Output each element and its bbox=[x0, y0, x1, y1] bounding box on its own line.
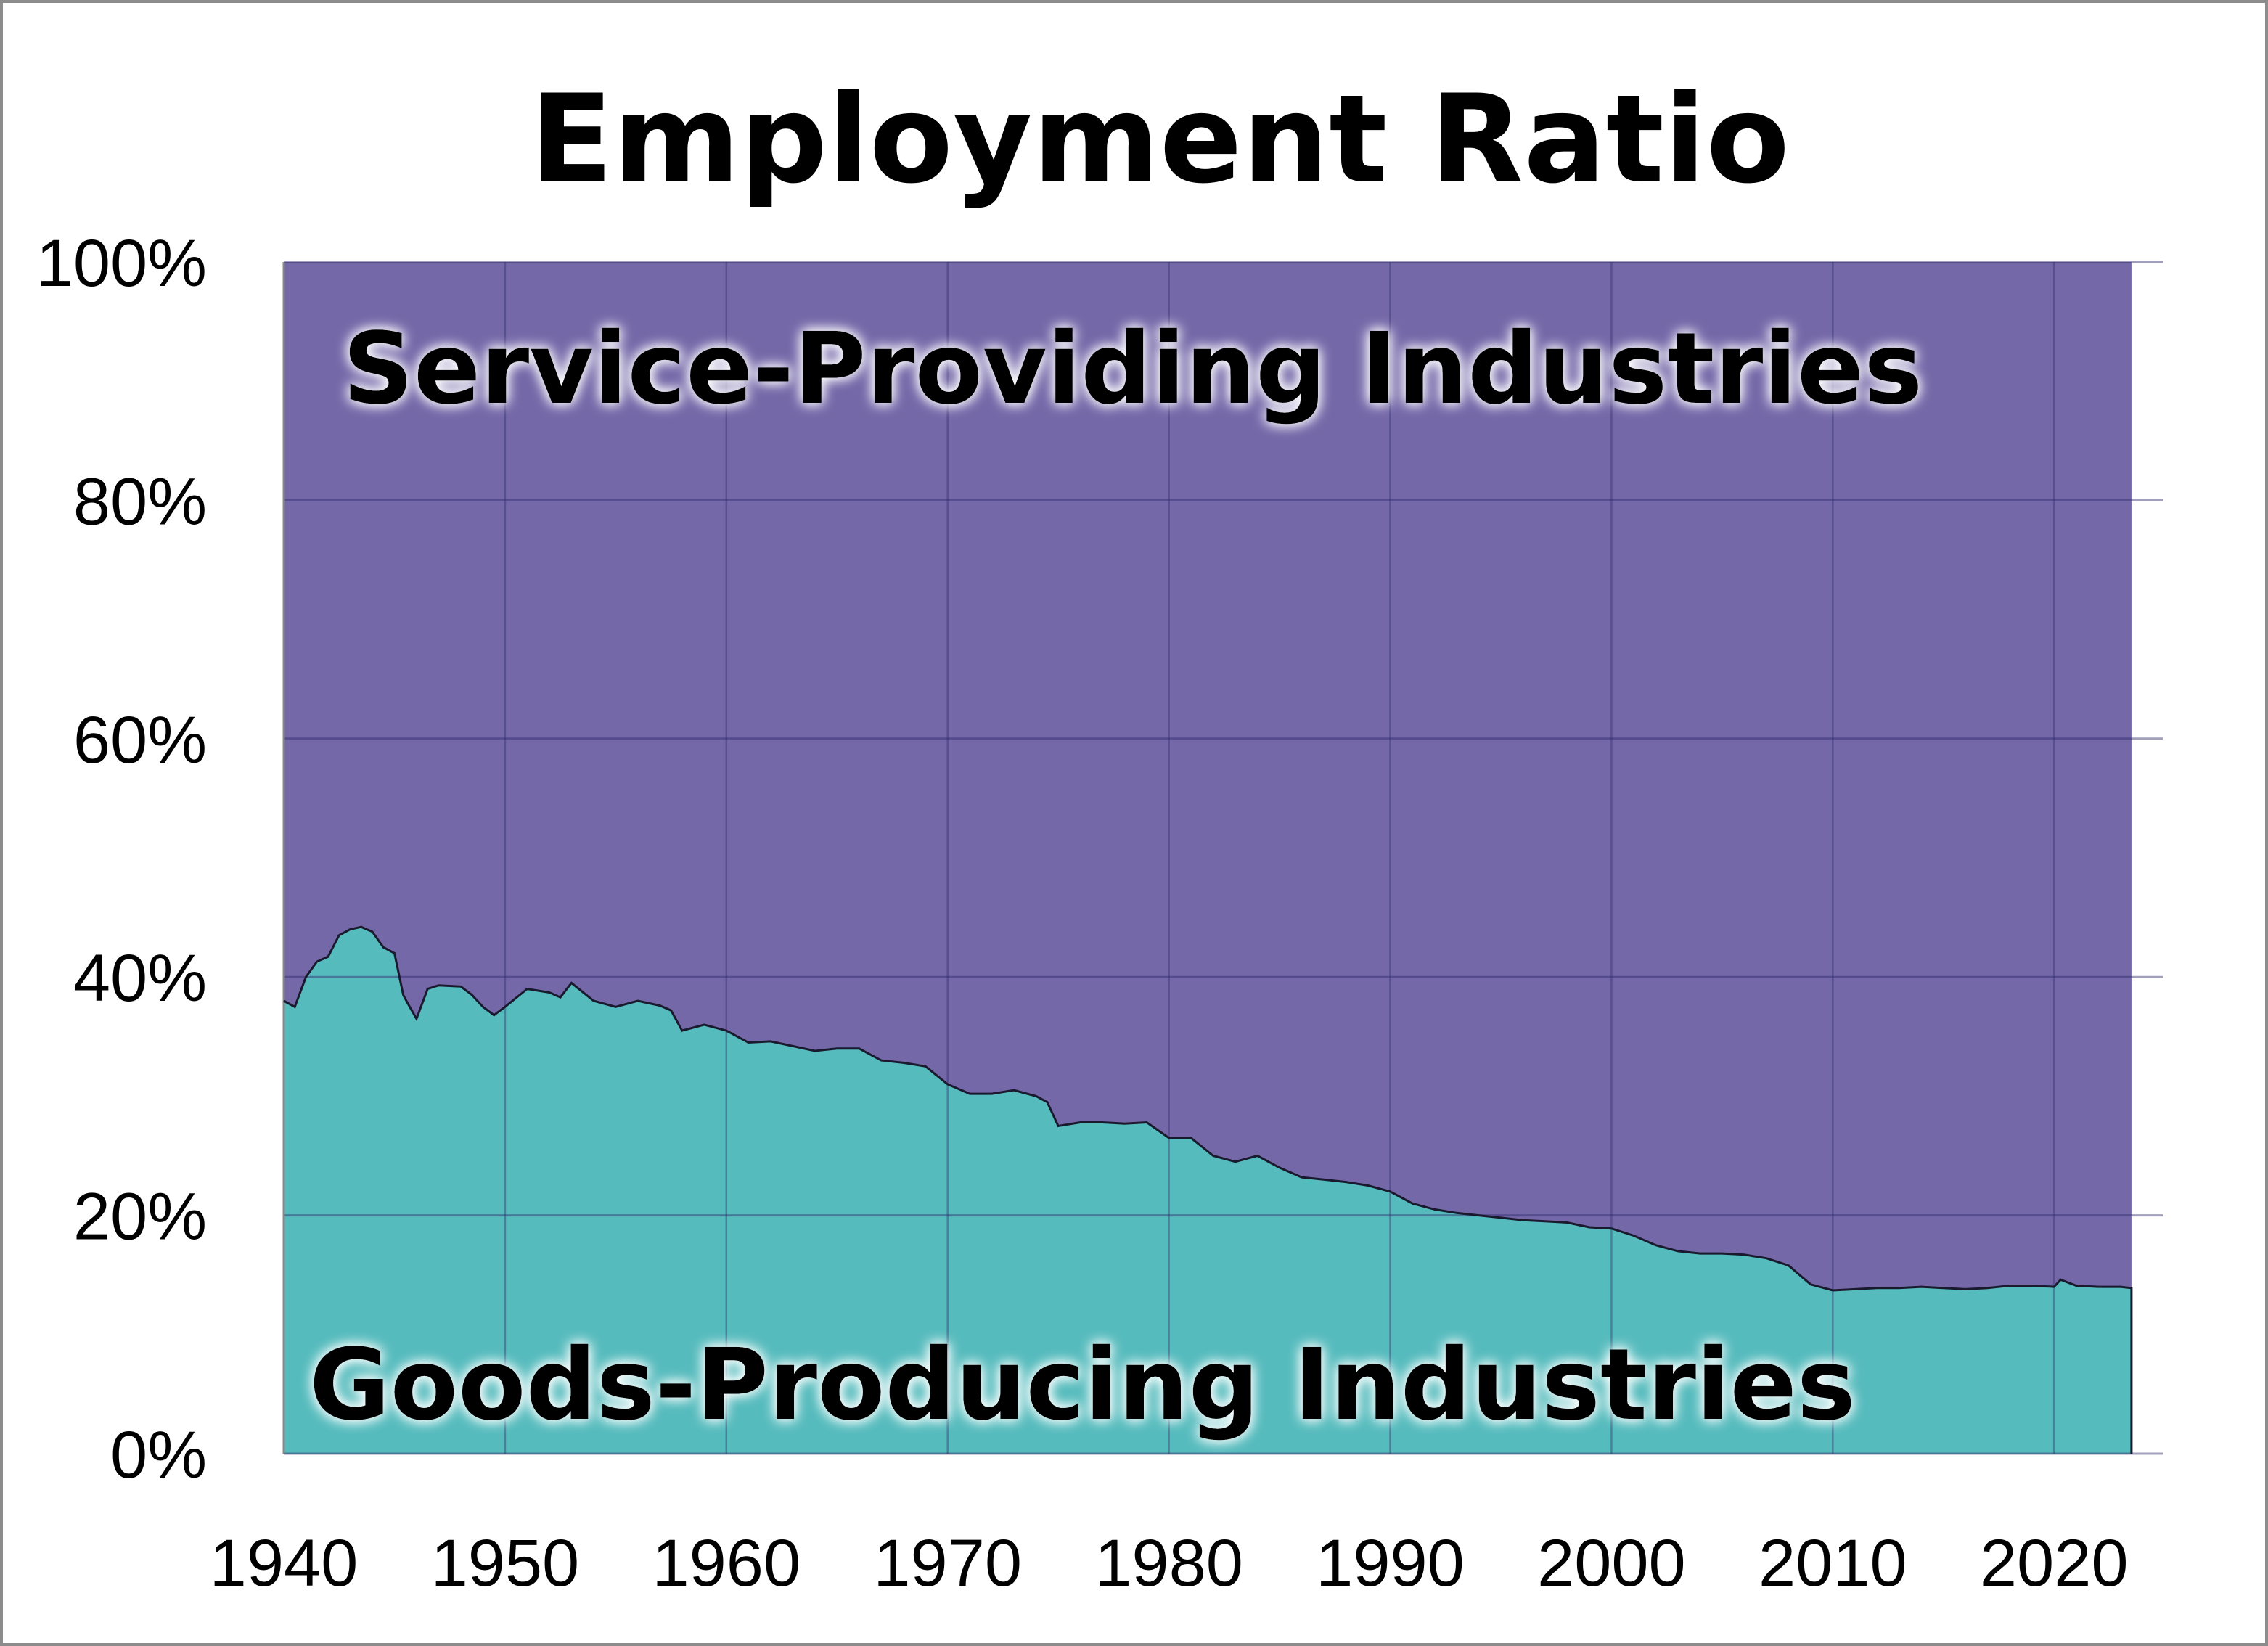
y-tick-label: 20% bbox=[73, 1180, 207, 1254]
x-tick-label: 2020 bbox=[1980, 1526, 2129, 1600]
y-tick-label: 40% bbox=[73, 941, 207, 1015]
chart-title: Employment Ratio bbox=[530, 68, 1790, 210]
y-tick-label: 0% bbox=[110, 1418, 207, 1492]
service-area-label: Service-Providing Industries bbox=[343, 312, 1923, 427]
y-tick-label: 60% bbox=[73, 703, 207, 777]
x-tick-label: 2000 bbox=[1537, 1526, 1686, 1600]
gridlines bbox=[282, 261, 2163, 1455]
goods-area bbox=[284, 927, 2132, 1454]
x-tick-label: 1960 bbox=[652, 1526, 801, 1600]
x-tick-label: 1940 bbox=[210, 1526, 359, 1600]
x-tick-label: 1980 bbox=[1094, 1526, 1243, 1600]
y-axis: 0% 20% 40% 60% 80% 100% bbox=[36, 226, 207, 1492]
goods-line bbox=[283, 925, 2133, 1454]
x-tick-label: 2010 bbox=[1759, 1526, 1907, 1600]
x-tick-label: 1990 bbox=[1316, 1526, 1465, 1600]
y-tick-label: 80% bbox=[73, 464, 207, 539]
x-tick-label: 1950 bbox=[431, 1526, 580, 1600]
x-tick-label: 1970 bbox=[873, 1526, 1022, 1600]
x-axis: 1940 1950 1960 1970 1980 1990 2000 2010 2020 bbox=[210, 1526, 2129, 1600]
goods-area-label: Goods-Producing Industries bbox=[309, 1328, 1856, 1443]
y-tick-label: 100% bbox=[36, 226, 207, 300]
